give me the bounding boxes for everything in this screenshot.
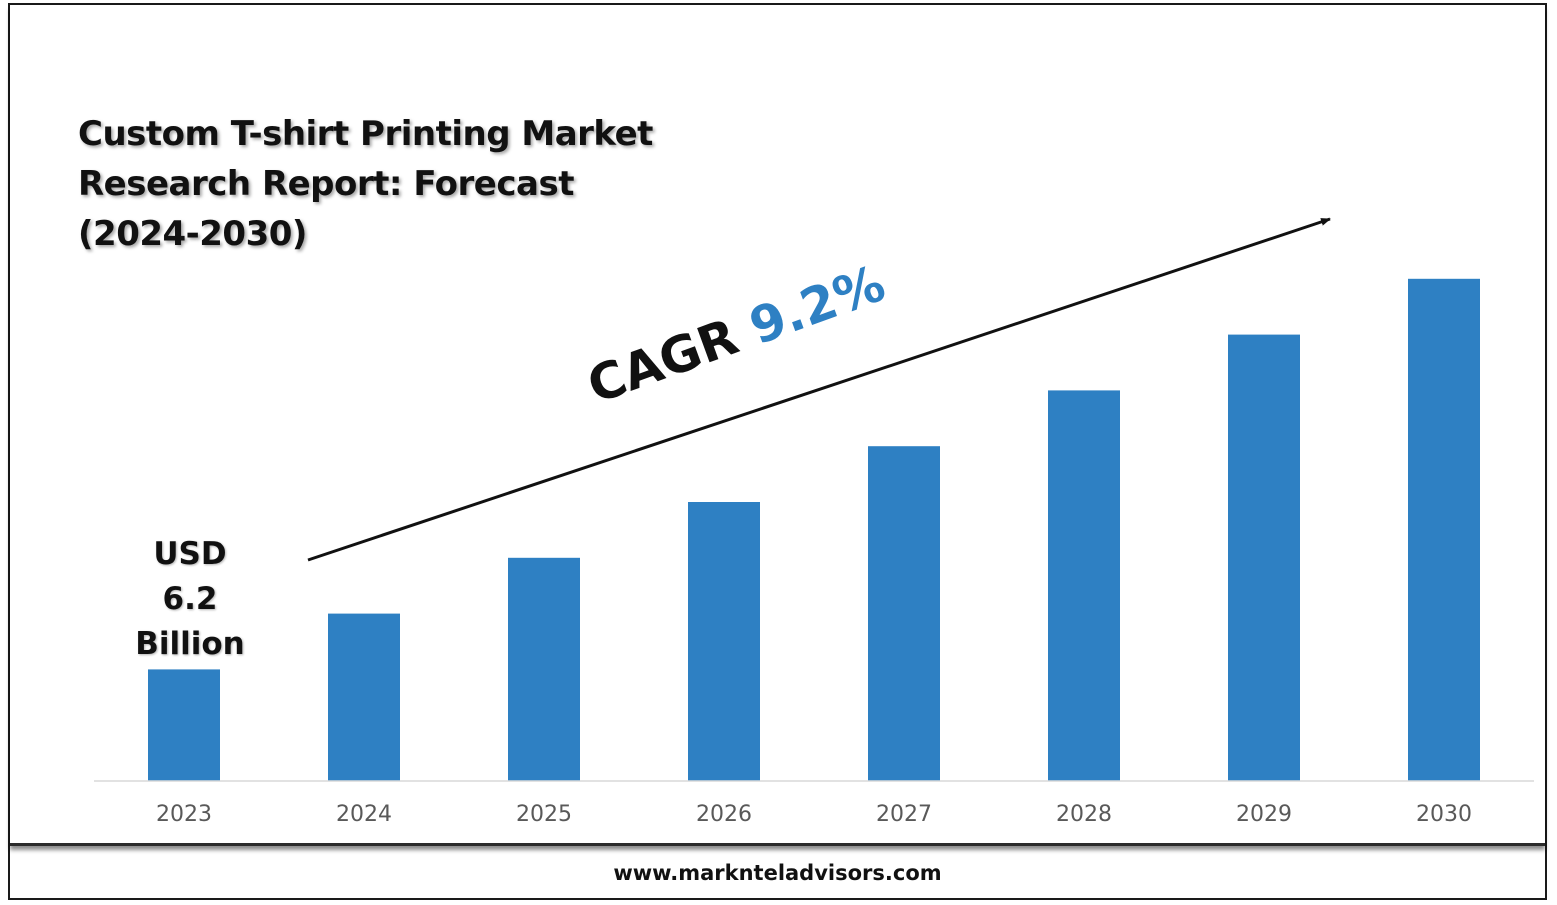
footer-url: www.marknteladvisors.com xyxy=(613,861,942,885)
bar-chart: 2023 2024 2025 2026 2027 2028 2029 2030 xyxy=(94,217,1534,827)
x-tick-labels: 2023 2024 2025 2026 2027 2028 2029 2030 xyxy=(156,802,1472,827)
bar-2026 xyxy=(688,502,760,781)
x-tick-label: 2027 xyxy=(876,802,932,827)
x-tick-label: 2023 xyxy=(156,802,212,827)
first-bar-value-label: USD 6.2 Billion xyxy=(130,532,250,667)
bar-2029 xyxy=(1228,334,1300,781)
x-tick-label: 2030 xyxy=(1416,802,1472,827)
x-tick-label: 2028 xyxy=(1056,802,1112,827)
first-bar-label-line-1: USD xyxy=(153,536,227,572)
chart-title: Custom T-shirt Printing Market Research … xyxy=(78,109,653,259)
title-line-3: (2024-2030) xyxy=(78,214,307,254)
bar-2025 xyxy=(508,557,580,781)
bar-2027 xyxy=(868,446,940,781)
chart-panel: 2023 2024 2025 2026 2027 2028 2029 2030 Custom … xyxy=(10,5,1545,846)
growth-arrow xyxy=(307,217,1331,562)
x-tick-label: 2029 xyxy=(1236,802,1292,827)
first-bar-label-line-2: 6.2 xyxy=(162,581,218,617)
bar-2028 xyxy=(1048,390,1120,781)
title-line-2: Research Report: Forecast xyxy=(78,164,574,204)
bars-group xyxy=(148,278,1480,781)
x-tick-label: 2024 xyxy=(336,802,392,827)
chart-frame: 2023 2024 2025 2026 2027 2028 2029 2030 Custom … xyxy=(8,3,1547,900)
title-line-1: Custom T-shirt Printing Market xyxy=(78,114,653,154)
bar-2023 xyxy=(148,669,220,781)
bar-2030 xyxy=(1408,278,1480,781)
x-tick-label: 2026 xyxy=(696,802,752,827)
x-tick-label: 2025 xyxy=(516,802,572,827)
bar-2024 xyxy=(328,613,400,781)
first-bar-label-line-3: Billion xyxy=(135,626,245,662)
